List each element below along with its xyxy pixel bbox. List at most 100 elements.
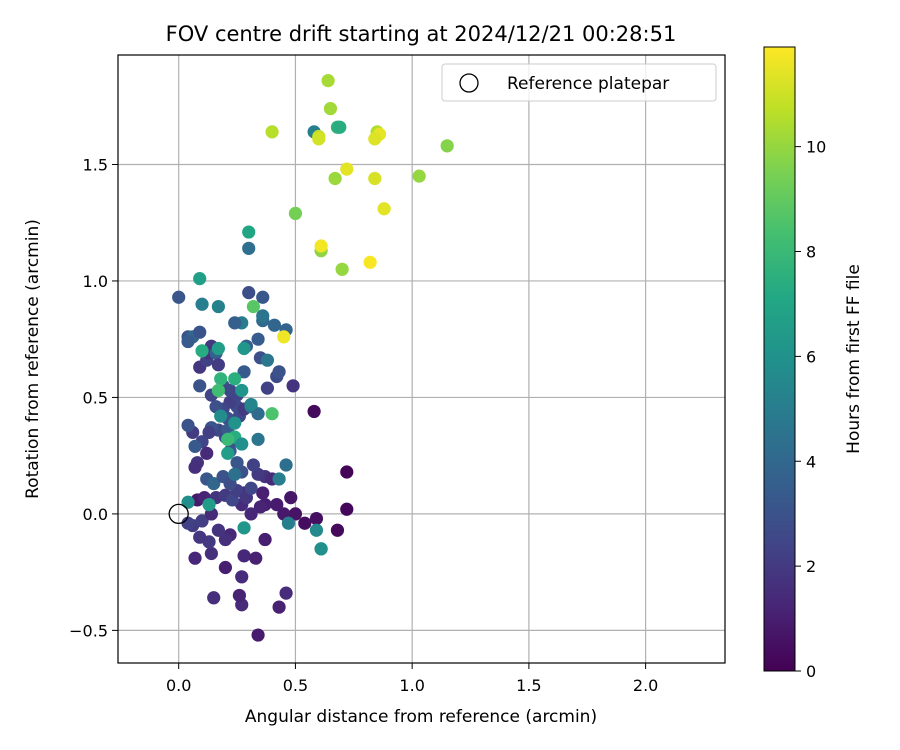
data-point [181,334,195,349]
colorbar-tick-label: 8 [806,243,816,262]
x-tick-label: 0.0 [166,676,191,695]
y-axis-ticks: −0.5 0.0 0.5 1.0 1.5 [69,155,118,640]
data-point [251,432,265,446]
data-point [256,290,270,304]
data-point [237,549,251,563]
data-point [218,560,232,575]
data-point [188,460,202,474]
data-point [328,171,342,186]
data-point [237,365,251,379]
data-point [211,523,225,537]
colorbar-tick-label: 4 [806,452,816,471]
data-point [211,383,225,398]
data-point [195,514,209,528]
colorbar-tick-label: 10 [806,138,826,157]
legend-box [441,63,717,102]
data-point [335,262,349,276]
data-point [340,502,354,516]
data-point [207,591,221,605]
data-point [256,309,270,323]
y-tick-label: 1.0 [83,272,108,291]
chart-title: FOV centre drift starting at 2024/12/21 … [166,22,677,46]
data-point [277,330,291,344]
data-point [363,255,377,269]
data-point [272,600,286,614]
y-tick-label: −0.5 [69,621,108,640]
data-point [237,341,251,356]
data-point [309,511,324,526]
data-point [228,316,242,330]
legend: Reference platepar [441,63,717,102]
reference-platepar-marker [168,503,189,525]
colorbar-tick-label: 0 [806,662,816,681]
data-point [272,365,286,379]
y-tick-label: 0.5 [83,388,108,407]
data-point [368,171,382,186]
data-point [412,169,426,183]
y-tick-label: 0.0 [83,505,108,524]
data-points [172,74,454,642]
data-point [265,407,279,421]
data-point [228,372,242,386]
data-point [323,101,338,116]
data-point [340,162,354,176]
legend-entry-reference-platepar: Reference platepar [507,74,669,94]
data-point [340,465,354,479]
data-point [288,507,303,521]
y-tick-label: 1.5 [83,155,108,174]
data-point [207,477,221,491]
data-point [286,379,300,393]
data-point [272,472,286,486]
data-point [253,500,268,514]
data-point [246,299,261,314]
data-point [314,239,328,253]
data-point [279,586,293,600]
data-point [246,458,261,472]
colorbar: 0 2 4 6 8 10 Hours from first FF file [763,46,864,681]
data-point [188,439,202,453]
data-point [244,481,258,495]
data-point [193,530,207,544]
data-point [260,353,275,367]
data-point [218,532,232,547]
data-point [330,523,345,537]
data-point [244,507,258,521]
data-point [211,299,225,314]
data-point [368,132,382,146]
x-axis-ticks: 0.0 0.5 1.0 1.5 2.0 [166,663,658,695]
grid-lines [118,55,725,663]
data-point [279,458,293,472]
data-point [265,125,279,139]
legend-reference-marker-icon [459,73,479,93]
data-point [181,516,195,530]
x-tick-label: 0.5 [283,676,308,695]
reference-marker-group [168,503,189,525]
data-point [200,446,214,460]
data-point [256,486,270,500]
colorbar-ticks: 0 2 4 6 8 10 [795,138,826,681]
data-point [202,425,216,439]
colorbar-tick-label: 2 [806,557,816,576]
data-point [251,332,265,346]
data-point [172,290,186,304]
data-point [307,404,321,419]
data-point [284,491,298,505]
data-point [181,418,195,432]
data-point [258,532,272,547]
data-point [312,132,326,146]
data-point [251,628,265,642]
data-point [242,241,256,255]
data-point [314,542,328,556]
x-axis-label: Angular distance from reference (arcmin) [245,707,597,727]
data-point [232,588,246,603]
data-point [309,523,324,537]
data-point [230,456,244,470]
data-point [270,497,284,512]
data-point [321,74,335,88]
data-point [333,120,347,134]
data-point [244,397,258,412]
data-point [181,495,195,509]
data-point [260,381,275,395]
colorbar-gradient [763,46,796,672]
data-point [214,372,228,386]
